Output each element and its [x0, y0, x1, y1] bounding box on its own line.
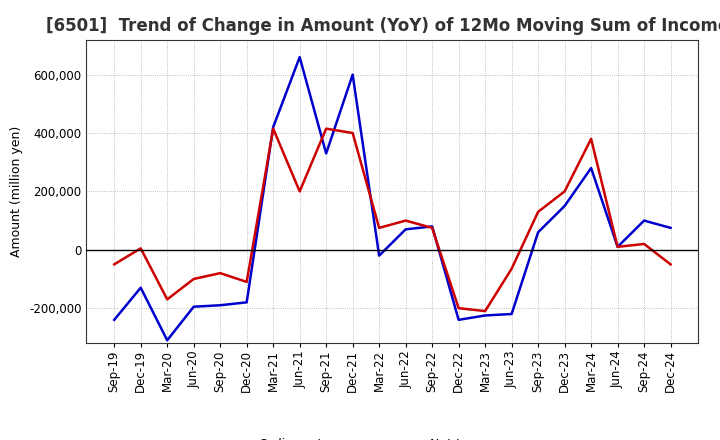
- Ordinary Income: [322, 151, 330, 156]
- Ordinary Income: [481, 313, 490, 318]
- Ordinary Income: [401, 227, 410, 232]
- Net Income: [613, 244, 622, 249]
- Net Income: [587, 136, 595, 142]
- Legend: Ordinary Income, Net Income: Ordinary Income, Net Income: [213, 433, 507, 440]
- Net Income: [269, 126, 277, 131]
- Net Income: [534, 209, 542, 214]
- Net Income: [189, 276, 198, 282]
- Ordinary Income: [560, 203, 569, 209]
- Net Income: [401, 218, 410, 223]
- Ordinary Income: [534, 230, 542, 235]
- Net Income: [348, 130, 357, 136]
- Ordinary Income: [110, 317, 119, 323]
- Ordinary Income: [295, 55, 304, 60]
- Net Income: [295, 189, 304, 194]
- Net Income: [666, 262, 675, 267]
- Ordinary Income: [640, 218, 649, 223]
- Line: Net Income: Net Income: [114, 128, 670, 311]
- Net Income: [640, 241, 649, 246]
- Ordinary Income: [375, 253, 384, 258]
- Ordinary Income: [136, 285, 145, 290]
- Net Income: [560, 189, 569, 194]
- Ordinary Income: [587, 165, 595, 171]
- Ordinary Income: [189, 304, 198, 309]
- Ordinary Income: [428, 224, 436, 229]
- Title: [6501]  Trend of Change in Amount (YoY) of 12Mo Moving Sum of Incomes: [6501] Trend of Change in Amount (YoY) o…: [46, 17, 720, 35]
- Net Income: [322, 126, 330, 131]
- Ordinary Income: [454, 317, 463, 323]
- Net Income: [110, 262, 119, 267]
- Net Income: [243, 279, 251, 285]
- Ordinary Income: [269, 125, 277, 130]
- Net Income: [216, 271, 225, 276]
- Line: Ordinary Income: Ordinary Income: [114, 57, 670, 340]
- Ordinary Income: [243, 300, 251, 305]
- Net Income: [481, 308, 490, 314]
- Net Income: [163, 297, 171, 302]
- Net Income: [136, 246, 145, 251]
- Net Income: [508, 266, 516, 271]
- Ordinary Income: [508, 312, 516, 317]
- Y-axis label: Amount (million yen): Amount (million yen): [11, 126, 24, 257]
- Net Income: [454, 305, 463, 311]
- Ordinary Income: [613, 244, 622, 249]
- Net Income: [428, 225, 436, 231]
- Ordinary Income: [666, 225, 675, 231]
- Ordinary Income: [348, 72, 357, 77]
- Ordinary Income: [163, 337, 171, 343]
- Ordinary Income: [216, 303, 225, 308]
- Net Income: [375, 225, 384, 231]
